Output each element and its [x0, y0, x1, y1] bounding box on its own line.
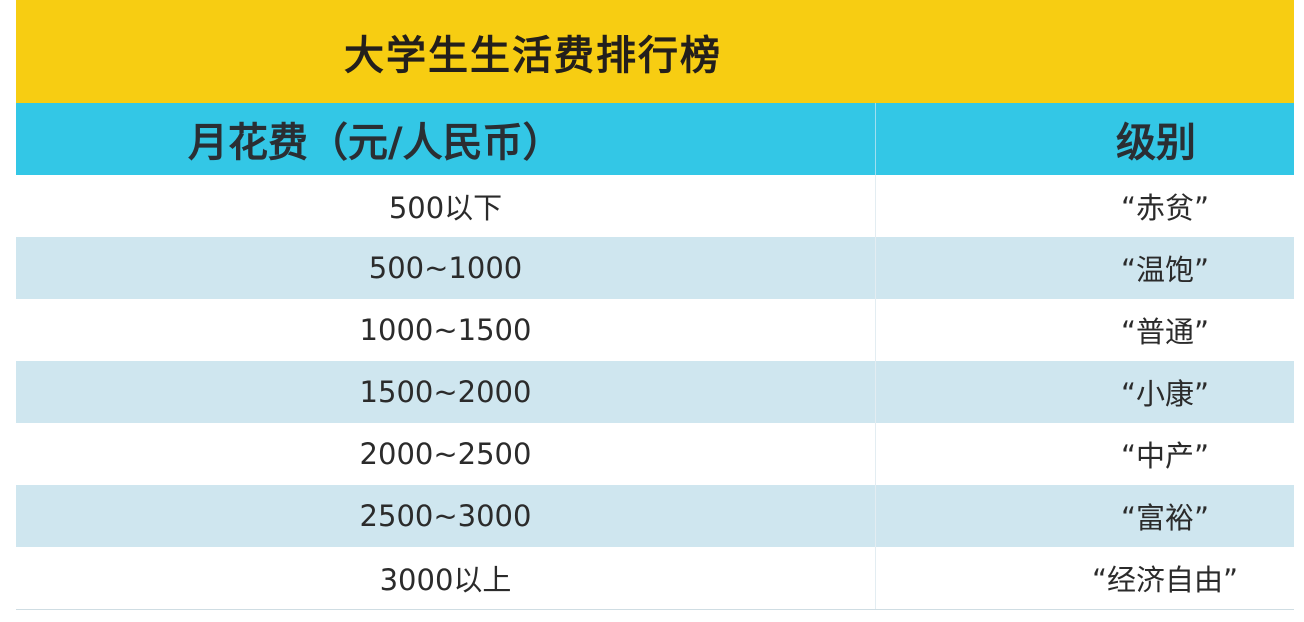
- table-body: 500以下 “赤贫” 500~1000 “温饱” 1000~1500 “普通” …: [16, 175, 1294, 610]
- living-cost-table: 大学生生活费排行榜 月花费（元/人民币） 级别 500以下 “赤贫” 500~1…: [16, 0, 1294, 616]
- cost-range-cell: 500以下: [16, 175, 876, 237]
- cost-range-cell: 1000~1500: [16, 299, 876, 361]
- level-label: “小康”: [1120, 377, 1210, 411]
- level-cell: “赤贫”: [876, 175, 1294, 237]
- level-label: “赤贫”: [1120, 191, 1210, 225]
- level-label: “经济自由”: [1091, 563, 1239, 597]
- level-label: “温饱”: [1120, 253, 1210, 287]
- table-row: 1500~2000 “小康”: [16, 361, 1294, 423]
- table-row: 500~1000 “温饱”: [16, 237, 1294, 299]
- cost-range-cell: 2000~2500: [16, 423, 876, 485]
- level-cell: “经济自由”: [876, 547, 1294, 609]
- level-label: “普通”: [1120, 315, 1210, 349]
- level-cell: “富裕”: [876, 485, 1294, 547]
- table-row: 500以下 “赤贫”: [16, 175, 1294, 237]
- level-cell: “温饱”: [876, 237, 1294, 299]
- table-row: 2500~3000 “富裕”: [16, 485, 1294, 547]
- level-cell: “中产”: [876, 423, 1294, 485]
- level-cell: “小康”: [876, 361, 1294, 423]
- level-label: “富裕”: [1120, 501, 1210, 535]
- cost-range-cell: 3000以上: [16, 547, 876, 609]
- cost-range-cell: 1500~2000: [16, 361, 876, 423]
- level-cell: “普通”: [876, 299, 1294, 361]
- level-label: “中产”: [1120, 439, 1210, 473]
- table-row: 2000~2500 “中产”: [16, 423, 1294, 485]
- table-row: 3000以上 “经济自由”: [16, 547, 1294, 609]
- header-monthly-cost: 月花费（元/人民币）: [16, 103, 876, 175]
- header-row: 月花费（元/人民币） 级别: [16, 103, 1294, 175]
- header-level: 级别: [1116, 120, 1196, 166]
- title-bar: 大学生生活费排行榜: [16, 0, 1294, 103]
- table-title: 大学生生活费排行榜: [344, 32, 722, 79]
- table-row: 1000~1500 “普通”: [16, 299, 1294, 361]
- cost-range-cell: 2500~3000: [16, 485, 876, 547]
- cost-range-cell: 500~1000: [16, 237, 876, 299]
